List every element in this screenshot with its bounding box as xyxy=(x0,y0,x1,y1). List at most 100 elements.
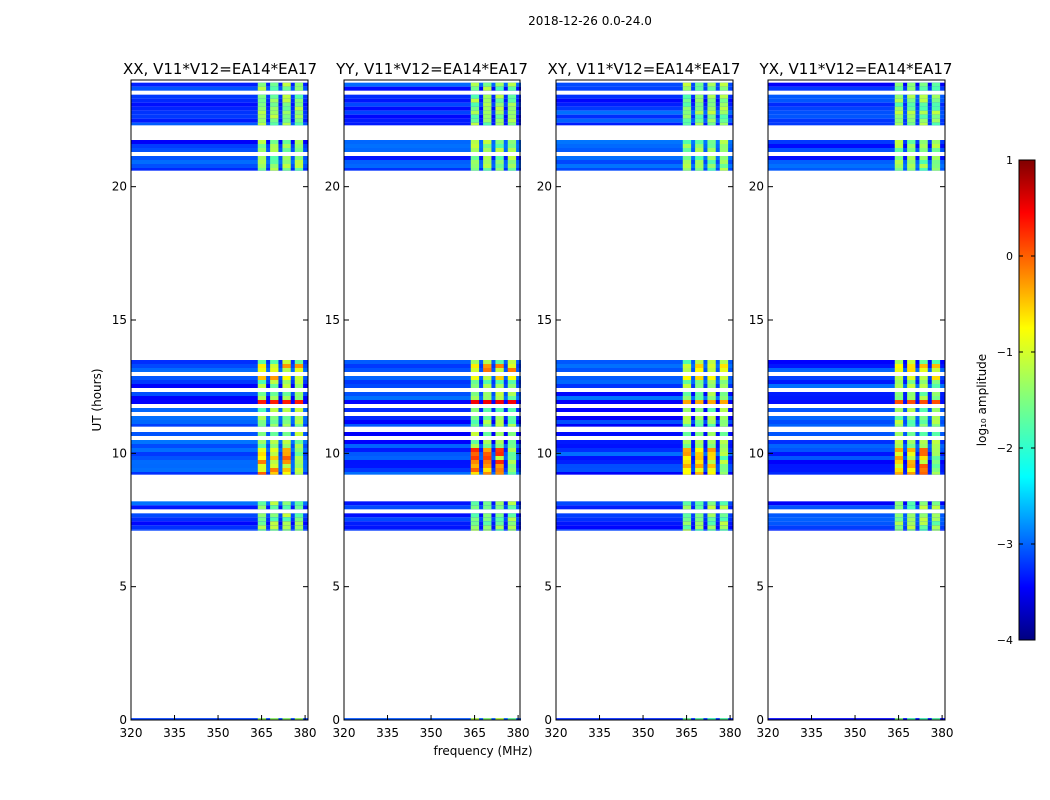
rfi-cell xyxy=(257,82,267,87)
heatmap-row xyxy=(768,517,945,522)
heatmap-row xyxy=(768,505,945,510)
rfi-cell xyxy=(682,380,692,384)
rfi-cell xyxy=(294,513,304,518)
rfi-cell xyxy=(707,525,716,530)
rfi-cell xyxy=(719,140,729,144)
rfi-cell xyxy=(483,156,492,160)
rfi-cell xyxy=(707,82,716,87)
rfi-cell xyxy=(270,400,279,404)
rfi-cell xyxy=(719,460,729,464)
heatmap-row xyxy=(768,360,945,364)
rfi-cell xyxy=(907,82,916,87)
rfi-cell xyxy=(719,86,729,91)
rfi-cell xyxy=(894,160,904,164)
rfi-cell xyxy=(294,148,304,152)
rfi-cell xyxy=(507,102,517,107)
rfi-cell xyxy=(294,140,304,144)
heatmap-row xyxy=(556,472,733,475)
x-tick-label: 380 xyxy=(719,726,742,740)
rfi-cell xyxy=(495,400,504,404)
heatmap-row xyxy=(768,168,945,171)
heatmap-row xyxy=(344,718,521,720)
rfi-cell xyxy=(695,82,704,87)
rfi-cell xyxy=(695,513,704,518)
rfi-cell xyxy=(507,114,517,119)
rfi-cell xyxy=(907,408,916,412)
rfi-cell xyxy=(931,420,941,424)
rfi-cell xyxy=(719,525,729,530)
rfi-cell xyxy=(470,440,480,444)
heatmap-row xyxy=(344,360,521,364)
rfi-cell xyxy=(682,140,692,144)
rfi-cell xyxy=(282,94,291,99)
heatmap-row xyxy=(131,110,308,115)
rfi-cell xyxy=(707,416,716,420)
rfi-cell xyxy=(719,440,729,444)
rfi-cell xyxy=(907,86,916,91)
rfi-cell xyxy=(919,392,928,396)
rfi-cell xyxy=(707,148,716,152)
rfi-cell xyxy=(294,517,304,522)
rfi-cell xyxy=(282,424,291,427)
heatmap-row xyxy=(131,360,308,364)
rfi-cell xyxy=(931,440,941,444)
rfi-cell xyxy=(294,416,304,420)
rfi-cell xyxy=(270,148,279,152)
rfi-cell xyxy=(257,525,267,530)
rfi-cell xyxy=(282,460,291,464)
rfi-cell xyxy=(707,529,716,531)
rfi-cell xyxy=(707,718,716,720)
rfi-cell xyxy=(919,396,928,400)
rfi-cell xyxy=(483,110,492,115)
rfi-cell xyxy=(470,424,480,427)
rfi-cell xyxy=(257,517,267,522)
rfi-cell xyxy=(282,448,291,452)
rfi-cell xyxy=(270,380,279,384)
rfi-cell xyxy=(682,440,692,444)
rfi-cell xyxy=(682,456,692,460)
rfi-cell xyxy=(257,513,267,518)
rfi-cell xyxy=(682,148,692,152)
heatmap-row xyxy=(768,160,945,164)
rfi-cell xyxy=(907,440,916,444)
rfi-cell xyxy=(282,718,291,720)
rfi-cell xyxy=(682,102,692,107)
rfi-cell xyxy=(682,144,692,148)
rfi-cell xyxy=(507,424,517,427)
rfi-cell xyxy=(495,364,504,368)
panel-xy: XY, V11*V12=EA14*EA17 xyxy=(548,60,740,721)
rfi-cell xyxy=(907,464,916,468)
rfi-cell xyxy=(483,380,492,384)
rfi-cell xyxy=(294,368,304,372)
rfi-cell xyxy=(470,98,480,103)
rfi-cell xyxy=(682,376,692,380)
rfi-cell xyxy=(707,501,716,506)
rfi-cell xyxy=(270,160,279,164)
heatmap-row xyxy=(131,376,308,380)
rfi-cell xyxy=(682,416,692,420)
rfi-cell xyxy=(894,468,904,472)
heatmap-row xyxy=(344,148,521,152)
heatmap-row xyxy=(131,468,308,472)
rfi-cell xyxy=(507,452,517,456)
rfi-cell xyxy=(294,472,304,475)
rfi-cell xyxy=(282,440,291,444)
rfi-cell xyxy=(919,408,928,412)
rfi-cell xyxy=(907,148,916,152)
rfi-cell xyxy=(495,168,504,171)
rfi-cell xyxy=(907,452,916,456)
rfi-cell xyxy=(483,376,492,380)
rfi-cell xyxy=(483,448,492,452)
rfi-cell xyxy=(894,392,904,396)
rfi-cell xyxy=(483,168,492,171)
rfi-cell xyxy=(470,110,480,115)
rfi-cell xyxy=(270,98,279,103)
rfi-cell xyxy=(695,148,704,152)
rfi-cell xyxy=(894,513,904,518)
x-tick-label: 350 xyxy=(844,726,867,740)
rfi-cell xyxy=(682,164,692,168)
x-tick-label: 365 xyxy=(463,726,486,740)
rfi-cell xyxy=(907,501,916,506)
heatmap-row xyxy=(344,98,521,103)
